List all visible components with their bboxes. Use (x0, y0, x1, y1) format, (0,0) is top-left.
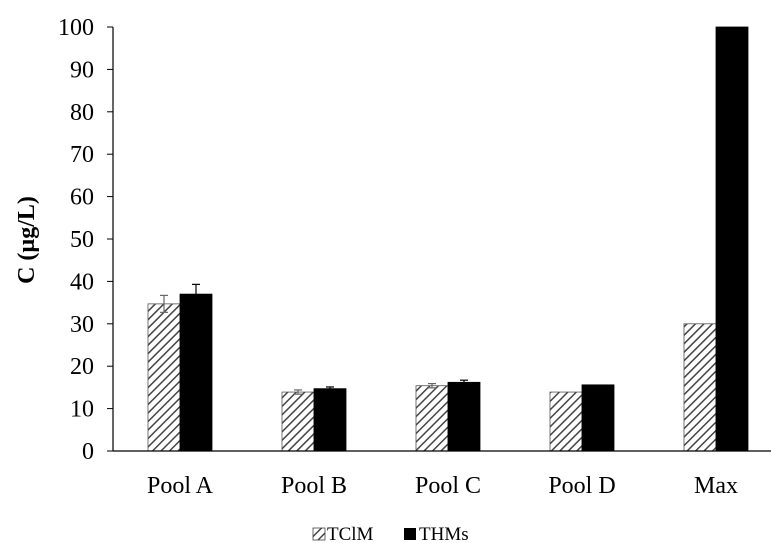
legend-swatch-tclm (312, 527, 326, 541)
x-category-label: Pool D (548, 473, 615, 499)
error-bar (460, 379, 468, 386)
error-bar (294, 389, 302, 395)
x-category-label: Pool C (415, 473, 481, 499)
x-category-label: Max (694, 473, 738, 499)
bar-thms-pool-c (447, 381, 481, 452)
category-labels: Pool A Pool B Pool C Pool D Max (147, 473, 738, 499)
y-tick-label: 80 (70, 100, 94, 126)
bar-thms-max (715, 26, 749, 452)
y-tick-label: 10 (70, 397, 94, 423)
y-tick-label: 50 (70, 227, 94, 253)
error-bar (160, 294, 168, 313)
legend-label-tclm: TClM (327, 524, 374, 543)
y-axis-label: C (µg/L) (14, 196, 40, 284)
bar-tclm-pool-d (549, 391, 583, 452)
bar-tclm-pool-a (147, 303, 181, 452)
error-bars (160, 283, 468, 395)
y-tick-labels: 0 10 20 30 40 50 60 70 80 90 100 (58, 15, 113, 465)
error-bar (428, 382, 436, 389)
x-category-label: Pool B (281, 473, 347, 499)
y-tick-label: 90 (70, 57, 94, 83)
bar-thms-pool-d (581, 384, 615, 452)
y-tick-label: 30 (70, 312, 94, 338)
y-tick-label: 70 (70, 142, 94, 168)
bar-tclm-max (683, 323, 717, 452)
bars (147, 26, 749, 452)
bar-tclm-pool-b (281, 391, 315, 452)
bar-tclm-pool-c (415, 385, 449, 452)
legend: TClM THMs (312, 524, 469, 543)
error-bar (326, 386, 334, 391)
legend-label-thms: THMs (419, 524, 469, 543)
bar-thms-pool-a (179, 293, 213, 452)
bar-thms-pool-b (313, 388, 347, 452)
y-tick-label: 100 (58, 15, 94, 41)
y-tick-label: 0 (82, 439, 94, 465)
y-tick-label: 60 (70, 185, 94, 211)
error-bar (192, 283, 200, 305)
legend-swatch-thms (404, 528, 416, 540)
x-category-label: Pool A (147, 473, 214, 499)
y-tick-label: 40 (70, 269, 94, 295)
y-tick-label: 20 (70, 354, 94, 380)
